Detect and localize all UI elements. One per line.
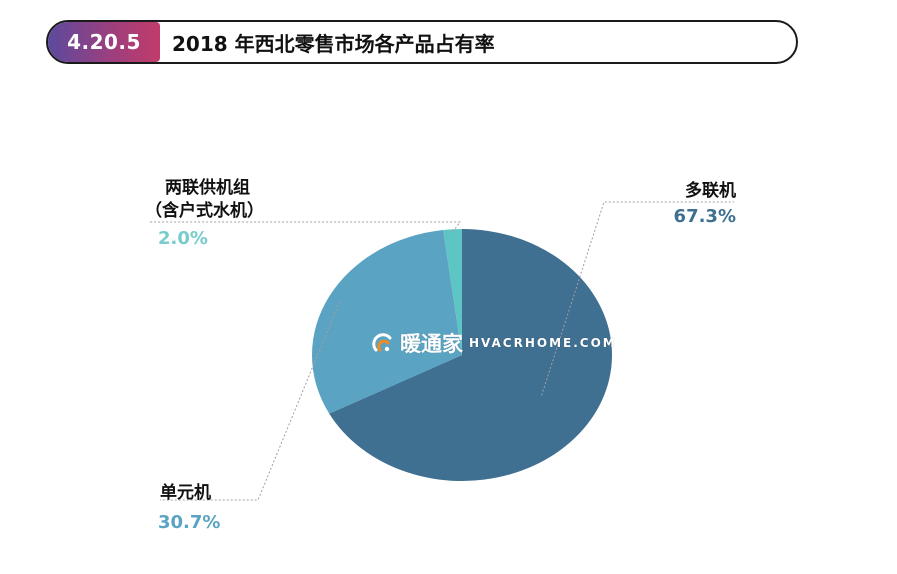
label-chiller-value: 2.0%	[158, 228, 208, 249]
pie-slice-multi	[329, 229, 613, 481]
leader-line-unitary	[160, 301, 341, 501]
pie-slice-chiller	[443, 229, 462, 355]
watermark-brand-cn: 暖通家	[400, 332, 463, 356]
hvac-logo-icon	[372, 333, 392, 352]
pie-slice-unitary	[312, 229, 462, 414]
label-multi-value: 67.3%	[674, 206, 736, 227]
label-multi-name: 多联机	[685, 180, 736, 201]
watermark: 暖通家 HVACRHOME.COM	[372, 328, 617, 358]
leader-line-multi	[541, 201, 734, 396]
section-header	[46, 20, 798, 64]
label-unitary-value: 30.7%	[158, 512, 220, 533]
section-number-badge: 4.20.5	[48, 22, 160, 62]
label-chiller-name: 两联供机组	[165, 177, 250, 198]
label-unitary-name: 单元机	[160, 482, 211, 503]
label-chiller-name-line2: （含户式水机）	[145, 200, 264, 221]
chart-title: 2018 年西北零售市场各产品占有率	[172, 31, 495, 56]
watermark-brand-en: HVACRHOME.COM	[469, 336, 617, 350]
leader-line-chiller	[148, 221, 461, 233]
